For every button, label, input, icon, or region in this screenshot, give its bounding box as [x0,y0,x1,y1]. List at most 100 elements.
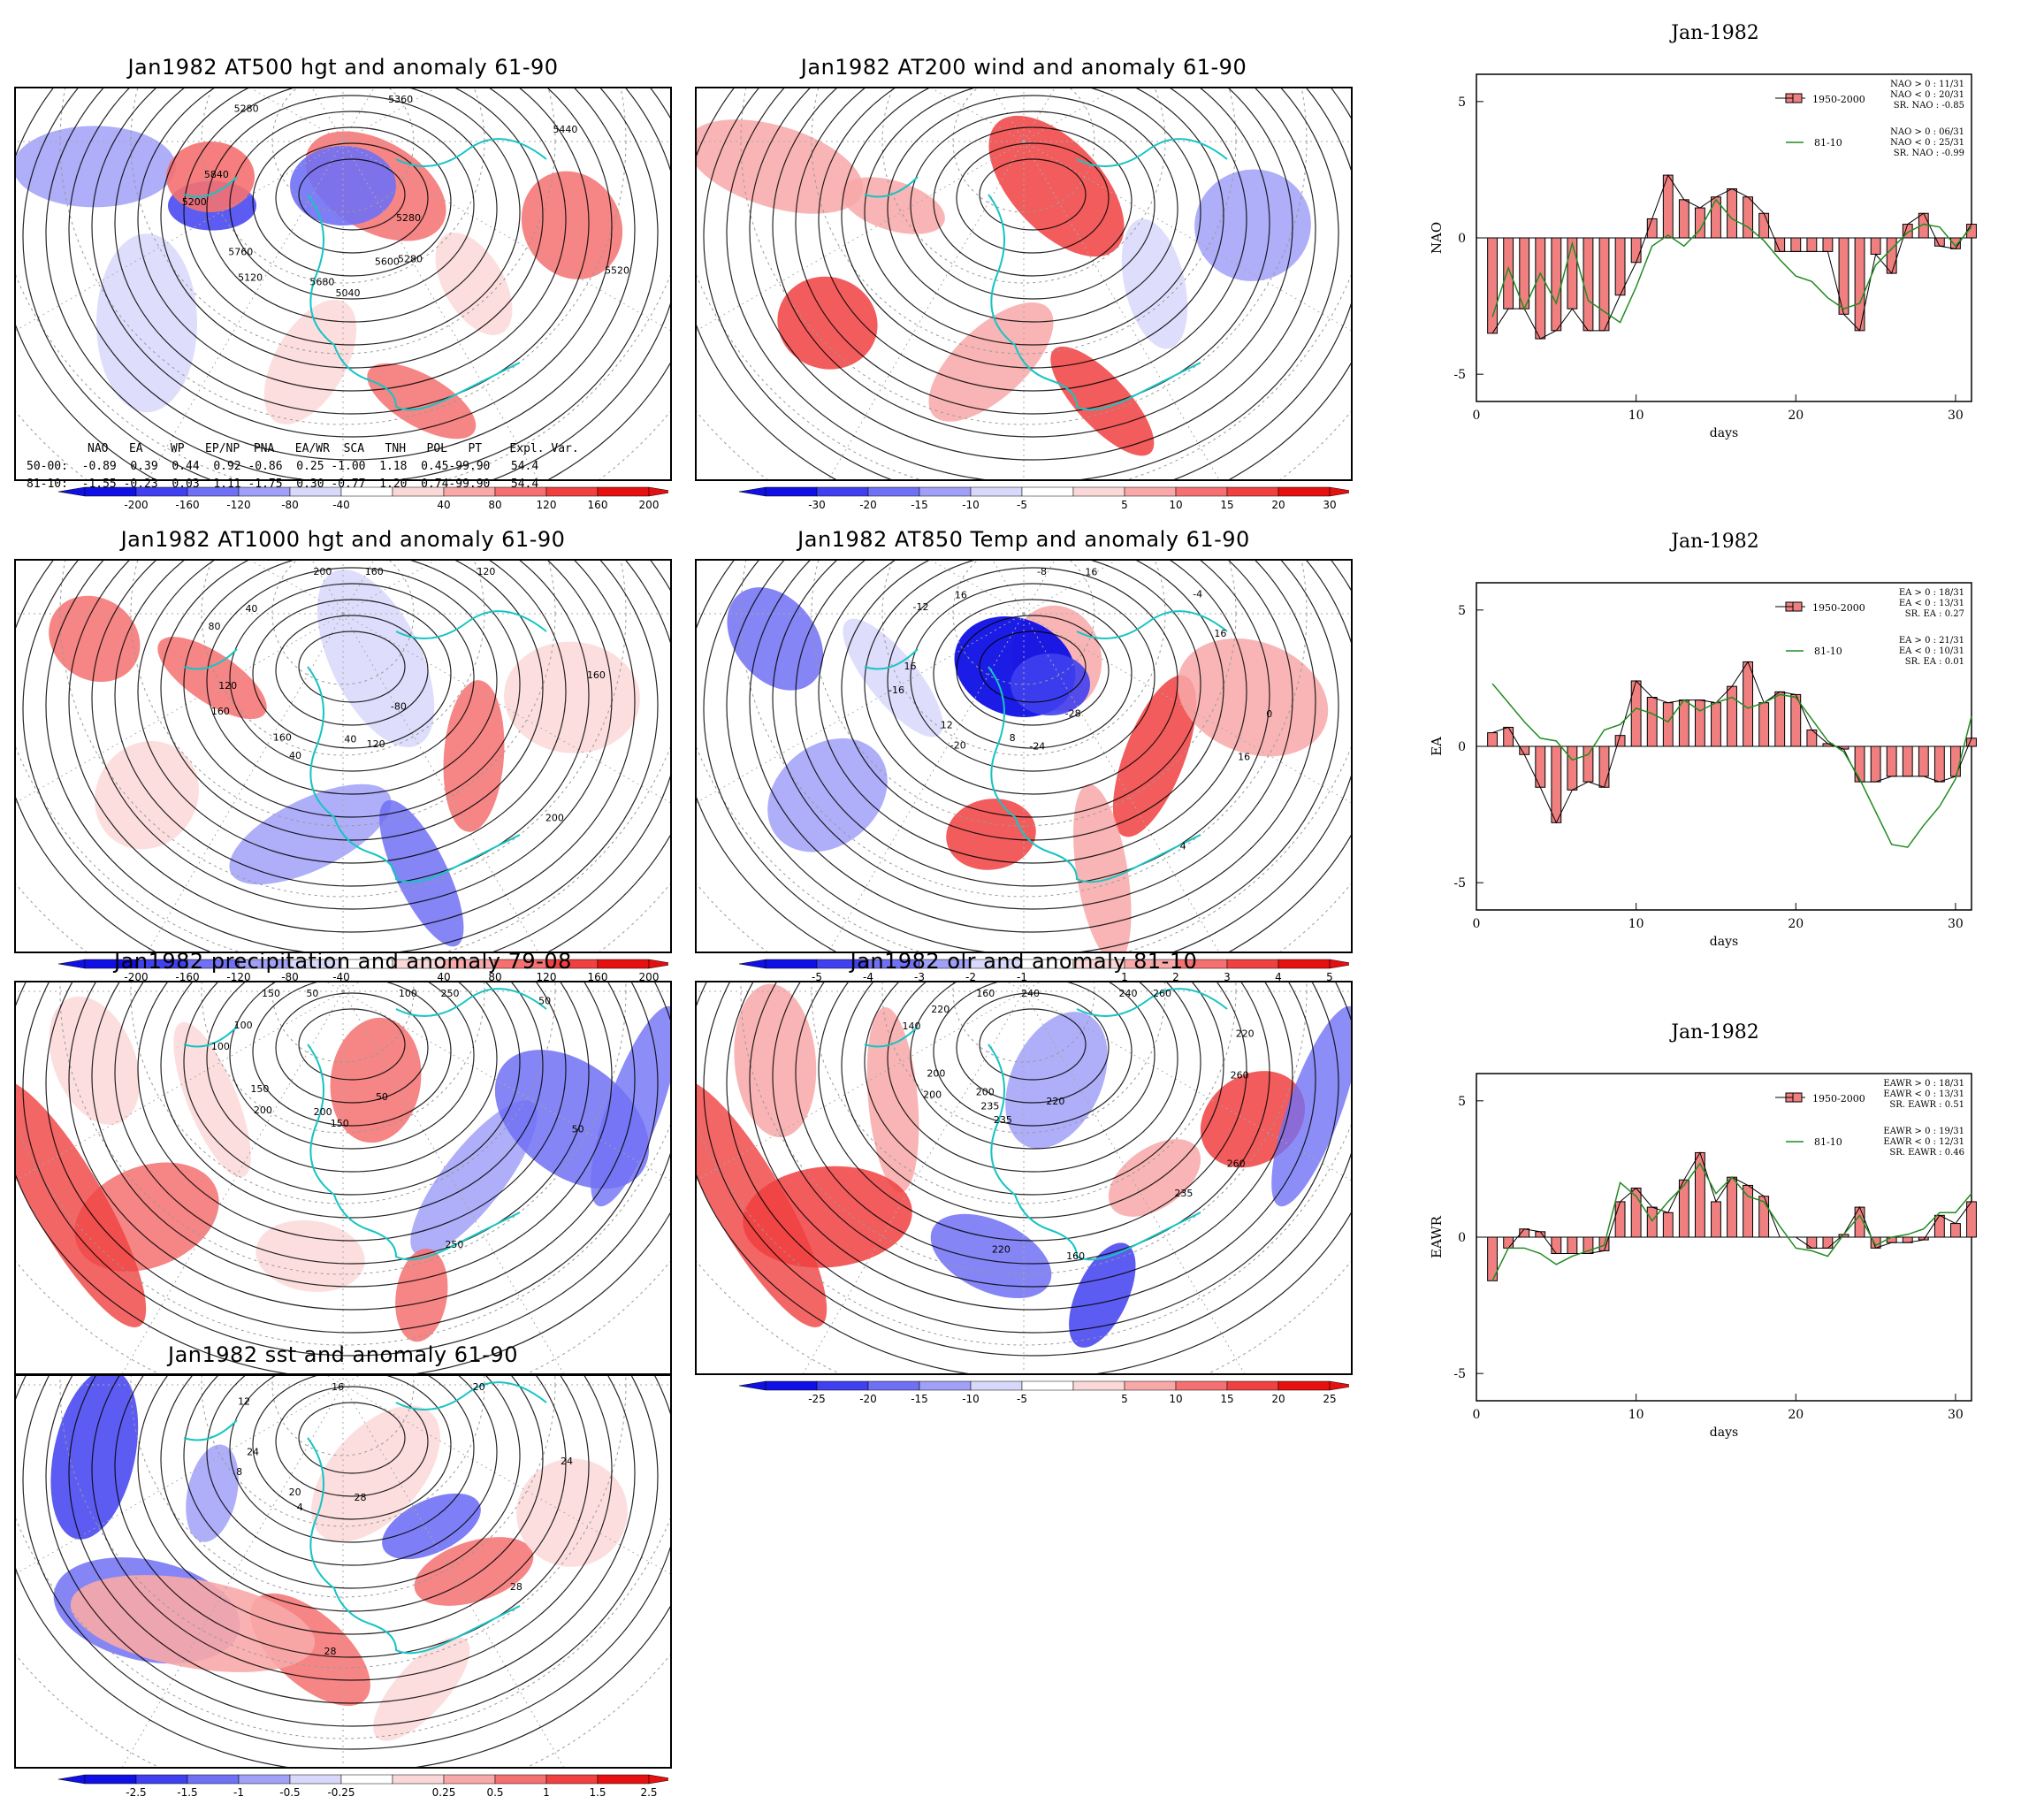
contour-label: 160 [587,669,606,681]
chart-svg: Jan-1982 0 10 20 30 5 0 -5 days EA 1950-2000 EA > 0… [1429,531,1977,949]
y-axis-label: EAWR [1429,1215,1445,1258]
contour-label: 20 [473,1381,485,1393]
anomaly-shading [379,799,464,947]
map-plot: -80 120 40 160 80 200 120 160 200 40 160 120 40 160 [16,561,670,952]
meridian-line [342,1384,670,1575]
colorbar-label: 25 [1323,1393,1336,1405]
colorbar-arrow-right [1329,1380,1357,1391]
contour-label: 5200 [182,196,207,208]
contour-label: 40 [245,603,257,615]
colorbar-label: 0.5 [486,1786,503,1799]
contour-label: 0 [1266,708,1272,720]
y-tick-label: 5 [1458,1095,1466,1109]
contour-line [933,126,1133,277]
legend-bar-name: 1950-2000 [1812,94,1865,105]
bar [1966,1201,1977,1238]
bar [1598,745,1610,788]
contour-line [703,561,1351,952]
contour-line [252,1376,452,1520]
colorbar-label: -1.5 [177,1786,197,1799]
legend-bar-stat: EA > 0 : 18/31 [1899,588,1964,598]
contour-line [979,1008,1087,1081]
contour-line [910,111,1155,300]
bar [1551,1236,1562,1254]
contour-label: 220 [1236,1028,1255,1039]
anomaly-shading [1271,1005,1351,1207]
bar-connector-line [1491,661,1972,824]
contour-line [772,561,1293,910]
contour-line [229,1376,475,1543]
anomaly-shading [988,115,1125,257]
contour-line [841,88,1224,369]
colorbar-label: -40 [332,499,350,511]
contour-line [160,561,544,841]
contour-label: 100 [211,1041,230,1052]
colorbar-label: 160 [588,971,608,983]
colorbar-label: 20 [1271,1393,1285,1405]
x-tick-label: 30 [1948,409,1964,423]
contour-line [183,1376,521,1589]
colorbar-segment [1226,486,1279,497]
contour-line [818,982,1247,1242]
contour-line [45,561,659,952]
bar [1727,1176,1737,1238]
contour-line [206,567,498,795]
contour-label: -16 [889,684,904,696]
bar [1711,702,1721,747]
contour-label: 200 [254,1105,272,1116]
colorbar-label: -120 [226,971,250,983]
colorbar-segment [1124,486,1177,497]
colorbar: -25 -20 -15 -10 -5 5 10 15 20 25 [738,1380,1357,1405]
contour-label: 50 [376,1091,388,1103]
contour-line [795,88,1270,415]
contour-label: 4 [1180,841,1186,852]
contour-line [275,142,429,254]
bar [1774,691,1786,747]
x-tick-label: 10 [1628,1408,1644,1422]
chart-title: Jan-1982 [1669,22,1759,44]
contour-line [910,583,1155,772]
colorbar: -2.5 -1.5 -1 -0.5 -0.25 0.25 0.5 1 1.5 2.5 [57,1774,676,1799]
x-tick-label: 0 [1473,409,1481,423]
colorbar-label: 30 [1323,499,1336,511]
contour-line [864,88,1201,346]
bar [1727,685,1737,747]
colorbar-segment [1226,1380,1279,1391]
contour-label: 5040 [335,287,360,299]
colorbar-segment [597,1774,650,1785]
colorbar-segment [392,1774,445,1785]
bar [1614,735,1626,747]
colorbar-arrow-right [1329,959,1357,969]
contour-line [956,992,1110,1104]
map-frame: -28 -24 -20 -16 -12 -8 -4 0 4 8 12 16 16 16 16 16 [695,559,1353,953]
contour-label: 5280 [234,103,259,115]
colorbar-label: -20 [859,499,877,511]
chart-eawr: Jan-1982 0 10 20 30 5 0 -5 days EAWR 1950-2000 EAWR… [1423,1019,2007,1500]
contour-line [749,982,1316,1311]
bar [1598,237,1610,332]
contour-label: 16 [1214,628,1226,639]
colorbar-label: 10 [1169,1393,1182,1405]
bar [1870,237,1881,255]
meridian-line [16,1384,344,1575]
bar [1567,745,1578,791]
coastline [183,1381,547,1655]
contour-line [68,561,636,933]
contour-label: 16 [1085,566,1097,577]
legend-bar-name: 1950-2000 [1812,602,1865,614]
contour-label: 28 [324,1646,337,1657]
contour-line [956,142,1110,254]
map-plot [697,88,1351,479]
contour-line [91,982,613,1288]
contour-line [275,1386,429,1497]
bar [1743,661,1754,747]
colorbar-segment [340,1774,393,1785]
colorbar-label: 15 [1220,499,1233,511]
colorbar-label: 40 [437,971,450,983]
contour-label: 120 [218,680,237,692]
meridian-line [803,990,1025,1373]
contour-label: 260 [1153,988,1171,999]
index-table-row-50-00: 50-00: -0.89 0.39 0.44 0.92 -0.86 0.25 -… [27,460,539,473]
contour-line [841,982,1224,1219]
colorbar-label: -15 [911,499,928,511]
